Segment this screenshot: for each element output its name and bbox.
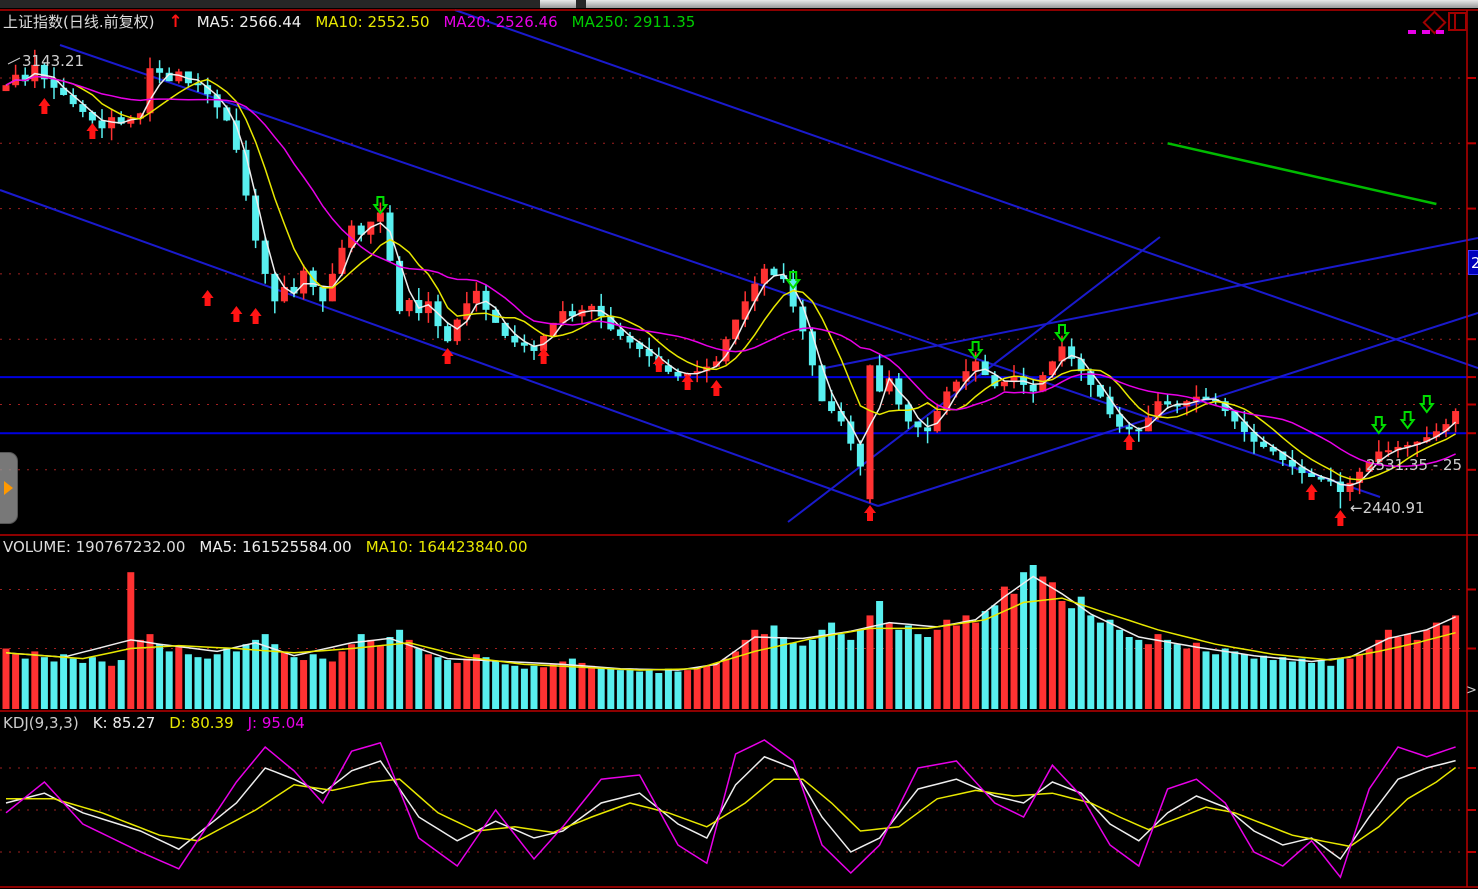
volume-value: VOLUME: 190767232.00 [3,538,186,556]
up-arrow-icon: ↑ [168,11,183,32]
kdj-lines [5,739,1457,879]
volume-header: VOLUME: 190767232.00 MA5: 161525584.00 M… [3,538,528,556]
sell-signal-arrow [1054,324,1070,343]
main-chart-header: 上证指数(日线.前复权) ↑ MA5: 2566.44 MA10: 2552.5… [3,11,695,32]
volume-bars [2,565,1460,709]
signal-arrows [38,98,1435,526]
sell-signal-arrow [372,196,389,215]
ma-lines [5,72,1457,487]
sidebar-expand-tab[interactable] [0,452,18,524]
price-range-label: 2531.35 - 25 [1366,456,1463,474]
buy-signal-arrow [652,356,665,372]
horizontal-support-lines [0,376,1467,435]
buy-signal-arrow [201,290,214,306]
scrollbar-thumb-left[interactable] [540,0,576,8]
buy-signal-arrow [1334,510,1347,526]
low-price-label: ←2440.91 [1350,499,1425,517]
buy-signal-arrow [864,505,876,521]
sell-signal-arrow [1370,416,1387,435]
kdj-header: KDJ(9,3,3) K: 85.27 D: 80.39 J: 95.04 [3,714,305,732]
ma250-line [1167,142,1437,206]
ma250-value: MA250: 2911.35 [571,12,696,31]
grid-lines [0,77,1467,853]
axis-price-badge: 2 [1468,250,1478,275]
volume-ma10-value: MA10: 164423840.00 [365,538,528,556]
ma10-value: MA10: 2552.50 [315,12,430,31]
sell-signal-arrow [1399,411,1416,430]
buy-signal-arrow [86,123,99,139]
buy-signal-arrow [230,306,243,322]
kdj-k-value: K: 85.27 [92,714,156,732]
buy-signal-arrow [1123,434,1136,450]
high-price-label: 3143.21 [22,52,85,70]
symbol-title: 上证指数(日线.前复权) [3,13,155,31]
kdj-name: KDJ(9,3,3) [3,714,79,732]
candlesticks [2,49,1460,509]
ma-dash-fragment [1408,30,1444,34]
buy-signal-arrow [38,98,51,114]
buy-signal-arrow [537,348,550,364]
buy-signal-arrow [710,380,723,396]
panes-divider [1454,14,1456,29]
ma5-value: MA5: 2566.44 [196,12,302,31]
expand-arrow-icon [4,481,13,495]
kdj-j-value: J: 95.04 [247,714,305,732]
scrollbar-thumb[interactable] [586,0,1478,8]
high-label-pointer [7,57,21,65]
split-panes-icon[interactable] [1448,12,1467,31]
buy-signal-arrow [1305,484,1318,500]
sell-signal-arrow [785,271,802,290]
top-scrollbar[interactable] [0,0,1478,8]
axis-caret-mark: > [1466,683,1477,698]
kdj-j-line [5,739,1456,879]
panel-borders [0,9,1478,888]
buy-signal-arrow [681,374,694,390]
sell-signal-arrow [1418,395,1435,414]
axis-ticks [1467,77,1476,853]
sell-signal-arrow [967,341,984,360]
kdj-k-line [5,755,1456,861]
kdj-d-value: D: 80.39 [169,714,234,732]
buy-signal-arrow [249,308,262,324]
volume-ma-lines [5,575,1456,671]
trend-lines [0,9,1478,523]
volume-ma5-value: MA5: 161525584.00 [199,538,352,556]
kdj-d-line [6,766,1457,848]
buy-signal-arrow [441,348,454,364]
ma20-value: MA20: 2526.46 [443,12,558,31]
